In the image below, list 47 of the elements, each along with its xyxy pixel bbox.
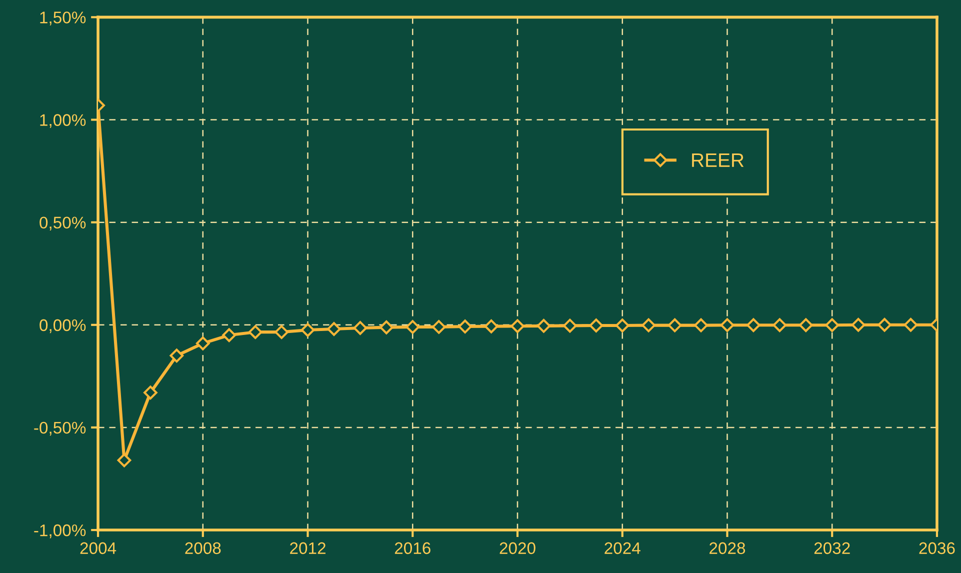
point [406,320,420,334]
point [642,318,656,332]
point [274,325,288,340]
x-tick-label: 2024 [604,542,640,554]
y-tick-label: 1,50% [40,12,86,26]
x-tick-label: 2032 [814,542,850,554]
point [196,336,210,350]
point [798,318,813,332]
point [432,320,446,334]
point [720,318,734,332]
x-tick-label: 2016 [394,542,430,554]
point [510,319,524,334]
point [222,328,236,342]
point [353,321,368,335]
x-tick-label: 2012 [290,542,326,554]
point [536,318,551,333]
point [851,318,866,332]
point [117,453,132,468]
point [144,386,158,400]
y-tick-label: -1,00% [34,524,86,538]
x-tick-label: 2036 [919,542,955,554]
x-tick-label: 2004 [80,542,116,554]
point [484,319,498,334]
y-tick-label: 1,00% [40,114,86,128]
point [746,318,760,332]
point [170,348,184,363]
point [825,318,840,332]
point [694,318,708,332]
x-tick-label: 2020 [500,542,536,554]
point [248,325,262,340]
point [904,318,918,332]
y-tick-label: 0,00% [40,319,86,334]
point [562,318,577,333]
x-tick-label: 2028 [710,542,746,554]
point [772,318,787,332]
point [878,318,892,332]
y-tick-label: 0,50% [40,216,86,230]
point [327,322,341,336]
y-tick-label: -0,50% [34,422,86,436]
point [668,318,682,332]
point [379,320,394,334]
x-tick-label: 2008 [185,542,221,554]
point [300,323,315,337]
legend-label: REER [692,154,744,167]
point [589,318,604,332]
point [458,320,472,334]
point [615,318,630,332]
